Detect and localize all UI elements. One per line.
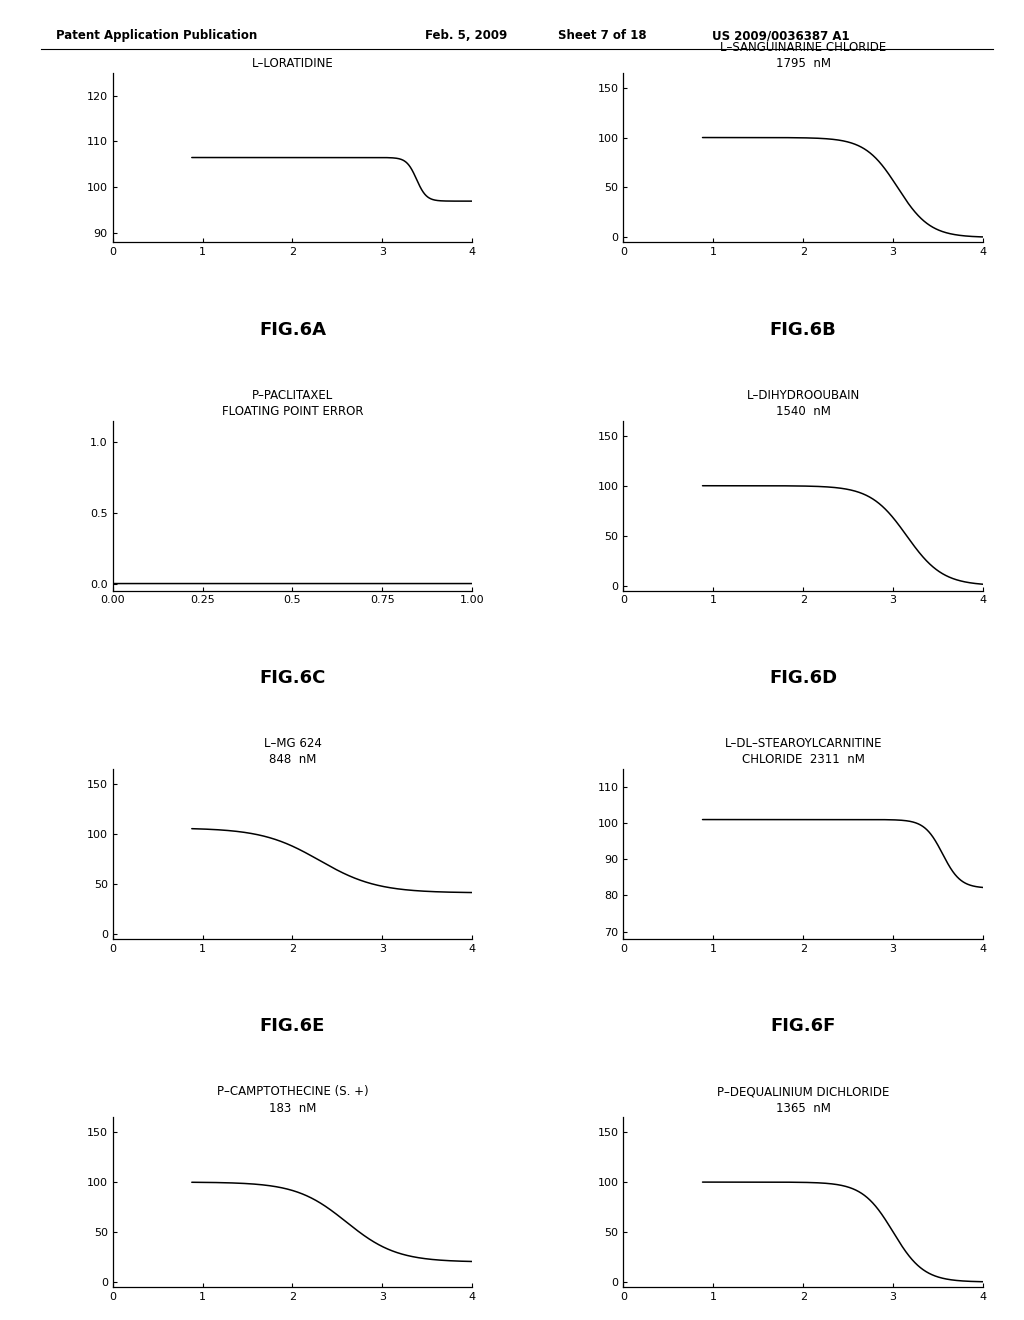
Title: P–DEQUALINIUM DICHLORIDE
1365  nM: P–DEQUALINIUM DICHLORIDE 1365 nM xyxy=(717,1085,890,1114)
Title: L–LORATIDINE: L–LORATIDINE xyxy=(252,57,334,70)
Text: FIG.6B: FIG.6B xyxy=(770,321,837,338)
Text: FIG.6E: FIG.6E xyxy=(260,1016,326,1035)
Text: Patent Application Publication: Patent Application Publication xyxy=(56,29,258,42)
Title: P–PACLITAXEL
FLOATING POINT ERROR: P–PACLITAXEL FLOATING POINT ERROR xyxy=(222,388,364,418)
Title: L–DL–STEAROYLCARNITINE
CHLORIDE  2311  nM: L–DL–STEAROYLCARNITINE CHLORIDE 2311 nM xyxy=(724,737,882,767)
Text: FIG.6C: FIG.6C xyxy=(259,669,326,686)
Text: FIG.6D: FIG.6D xyxy=(769,669,838,686)
Text: FIG.6A: FIG.6A xyxy=(259,321,326,338)
Title: L–MG 624
848  nM: L–MG 624 848 nM xyxy=(263,737,322,767)
Text: US 2009/0036387 A1: US 2009/0036387 A1 xyxy=(712,29,849,42)
Text: FIG.6F: FIG.6F xyxy=(770,1016,836,1035)
Title: L–SANGUINARINE CHLORIDE
1795  nM: L–SANGUINARINE CHLORIDE 1795 nM xyxy=(720,41,887,70)
Title: P–CAMPTOTHECINE (S. +)
183  nM: P–CAMPTOTHECINE (S. +) 183 nM xyxy=(217,1085,369,1114)
Title: L–DIHYDROOUBAIN
1540  nM: L–DIHYDROOUBAIN 1540 nM xyxy=(746,388,860,418)
Text: Feb. 5, 2009: Feb. 5, 2009 xyxy=(425,29,507,42)
Text: Sheet 7 of 18: Sheet 7 of 18 xyxy=(558,29,647,42)
